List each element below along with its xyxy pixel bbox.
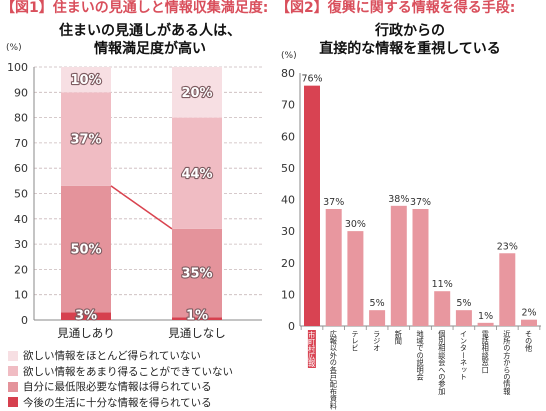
fig1-segment-value-label: 37% xyxy=(70,133,101,148)
fig2-y-tick-label: 20 xyxy=(281,257,295,270)
fig2-value-label: 11% xyxy=(432,279,453,290)
fig2-category-label: テレビ xyxy=(350,330,360,352)
fig1-bar-1-segment-3 xyxy=(172,67,222,118)
legend-label: 欲しい情報をほとんど得られていない xyxy=(23,350,201,363)
fig2-category-label: その他 xyxy=(524,330,534,352)
figure1-title: 【図1】住まいの見通しと情報収集満足度: xyxy=(1,0,269,16)
legend-item: 今後の生活に十分な情報を得られている xyxy=(8,395,233,411)
fig1-y-tick-label: 30 xyxy=(14,238,28,251)
fig1-segment-value-label: 3% xyxy=(75,309,97,324)
figure1-subtitle-line: 住まいの見通しがある人は、 xyxy=(59,23,241,39)
figure1-legend: 欲しい情報をほとんど得られていない 欲しい情報をあまり得ることができていない 自… xyxy=(8,348,233,410)
fig2-category-label: 電話相談窓口 xyxy=(481,330,491,374)
fig1-y-tick-label: 10 xyxy=(14,289,28,302)
fig2-category-label: 近所の方からの情報 xyxy=(502,330,512,395)
fig2-value-label: 5% xyxy=(456,298,471,309)
fig2-value-label: 5% xyxy=(370,298,385,309)
fig2-value-label: 2% xyxy=(521,308,536,319)
legend-item: 欲しい情報をほとんど得られていない xyxy=(8,348,233,364)
fig2-y-tick-label: 60 xyxy=(281,130,295,143)
fig2-bar-9 xyxy=(499,253,516,326)
fig2-bar-4 xyxy=(390,205,407,326)
fig2-category-label: 個別相談会への参加 xyxy=(437,330,447,395)
fig1-y-tick-label: 80 xyxy=(14,112,28,125)
fig2-value-label: 37% xyxy=(410,197,431,208)
legend-swatch xyxy=(8,381,18,392)
fig1-segment-value-label: 35% xyxy=(181,267,212,282)
fig2-bar-2 xyxy=(347,231,364,326)
legend-item: 自分に最低限必要な情報は得られている xyxy=(8,379,233,395)
fig2-bar-10 xyxy=(521,319,537,326)
legend-label: 自分に最低限必要な情報は得られている xyxy=(23,381,212,394)
fig2-category-label: 広報以外の各戸配布資料 xyxy=(329,330,339,410)
fig2-y-tick-label: 40 xyxy=(281,194,295,207)
fig2-y-tick-label: 50 xyxy=(281,162,295,175)
figure2-subtitle-line: 行政からの xyxy=(375,23,445,39)
fig1-bar-0-segment-2 xyxy=(61,92,111,186)
fig2-bar-5 xyxy=(412,208,429,326)
fig2-category-label: ラジオ xyxy=(372,330,382,352)
fig1-y-tick-label: 0 xyxy=(21,314,28,327)
fig2-bar-6 xyxy=(434,291,451,326)
fig1-segment-value-label: 44% xyxy=(181,167,212,182)
fig1-y-tick-label: 60 xyxy=(14,162,28,175)
fig2-y-tick-label: 0 xyxy=(288,320,295,333)
fig2-value-label: 76% xyxy=(301,74,322,85)
figure2-y-axis-label: (%) xyxy=(281,51,297,61)
figure1-subtitle: 住まいの見通しがある人は、 情報満足度が高い xyxy=(35,22,265,58)
figure1-subtitle-line: 情報満足度が高い xyxy=(94,41,206,57)
fig2-y-tick-label: 70 xyxy=(281,99,295,112)
fig1-segment-value-label: 10% xyxy=(70,73,101,88)
fig1-bar-0-segment-3 xyxy=(61,67,111,93)
fig2-bar-1 xyxy=(325,208,342,326)
fig1-y-tick-label: 40 xyxy=(14,213,28,226)
fig1-y-tick-label: 20 xyxy=(14,263,28,276)
fig1-y-tick-label: 100 xyxy=(7,61,28,74)
figure2-title: 【図2】復興に関する情報を得る手段: xyxy=(276,0,516,16)
fig2-category-label: 市町村広報 xyxy=(307,330,317,368)
fig1-segment-value-label: 20% xyxy=(181,86,212,101)
legend-label: 欲しい情報をあまり得ることができていない xyxy=(23,365,233,378)
figure1-y-axis-label: (%) xyxy=(6,43,22,53)
fig1-segment-value-label: 1% xyxy=(186,309,208,324)
fig1-y-tick-label: 90 xyxy=(14,86,28,99)
fig1-y-tick-label: 70 xyxy=(14,137,28,150)
fig2-value-label: 37% xyxy=(323,197,344,208)
fig2-value-label: 30% xyxy=(345,219,366,230)
fig2-category-label: インターネット xyxy=(459,330,469,381)
fig2-value-label: 38% xyxy=(388,194,409,205)
fig1-category-label: 見通しあり xyxy=(57,326,115,340)
fig2-bar-0 xyxy=(304,85,320,327)
figure2-subtitle: 行政からの 直接的な情報を重視している xyxy=(295,22,525,58)
fig2-bar-3 xyxy=(369,310,386,326)
fig2-value-label: 1% xyxy=(478,311,493,322)
fig1-bar-1-segment-1 xyxy=(172,228,222,318)
fig1-bar-0-segment-1 xyxy=(61,185,111,313)
fig2-bar-7 xyxy=(455,310,472,326)
fig2-category-label: 新聞 xyxy=(394,330,404,345)
legend-item: 欲しい情報をあまり得ることができていない xyxy=(8,364,233,380)
fig2-y-tick-label: 10 xyxy=(281,288,295,301)
legend-label: 今後の生活に十分な情報を得られている xyxy=(23,396,212,409)
fig1-category-label: 見通しなし xyxy=(168,326,226,340)
fig1-bar-0-segment-0 xyxy=(61,312,111,320)
figure2-subtitle-line: 直接的な情報を重視している xyxy=(319,41,501,57)
fig1-connector-line xyxy=(110,185,173,230)
fig2-y-tick-label: 30 xyxy=(281,225,295,238)
fig2-value-label: 23% xyxy=(497,241,518,252)
legend-swatch xyxy=(8,366,18,377)
fig2-y-tick-label: 80 xyxy=(281,67,295,80)
fig2-bar-8 xyxy=(477,322,494,326)
fig2-category-label: 地域での説明会 xyxy=(416,330,426,381)
figure1-plot: 0 10 20 30 40 50 60 70 80 90 100 見通しあり 見通しなし 3% 50% 37%… xyxy=(7,61,262,340)
legend-swatch xyxy=(8,397,18,408)
fig1-bar-1-segment-2 xyxy=(172,117,222,229)
fig1-segment-value-label: 50% xyxy=(70,243,101,258)
legend-swatch xyxy=(8,350,18,361)
fig1-y-tick-label: 50 xyxy=(14,188,28,201)
fig1-bar-1-segment-0 xyxy=(172,317,222,320)
